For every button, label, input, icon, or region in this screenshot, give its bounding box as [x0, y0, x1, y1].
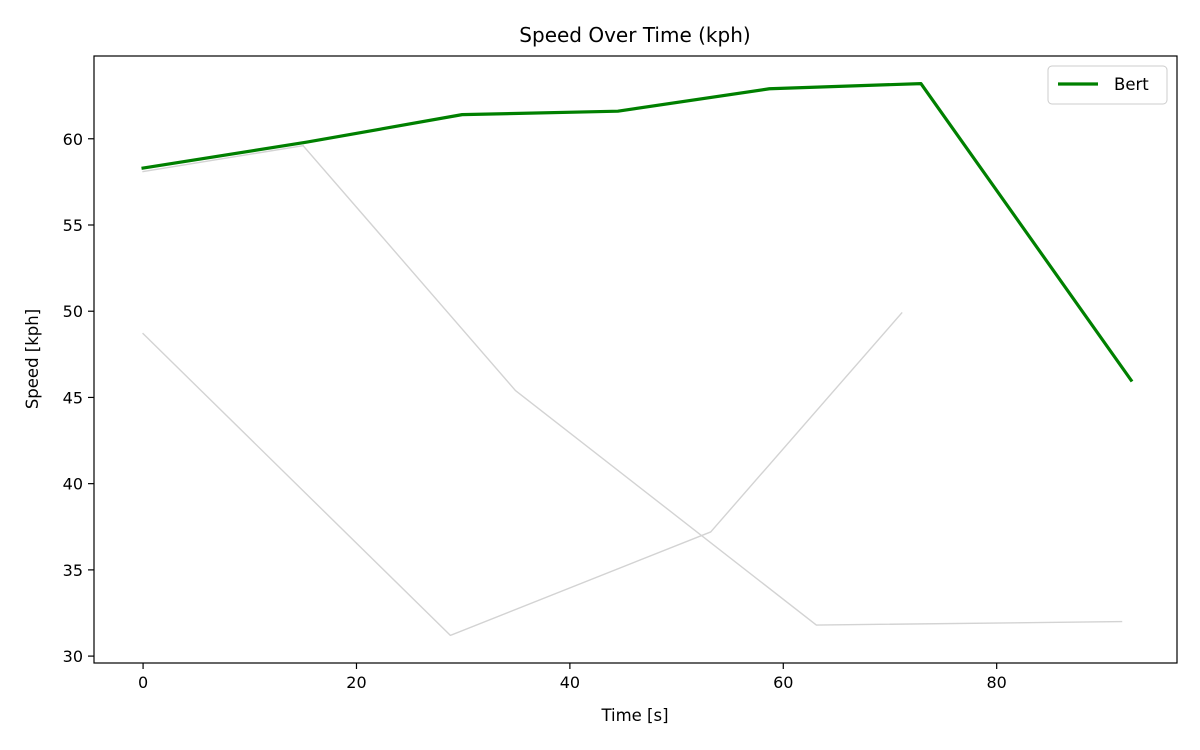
y-tick-label: 50 [63, 302, 83, 321]
y-tick-label: 55 [63, 216, 83, 235]
series-line-background-3 [142, 311, 903, 637]
plot-area-frame [93, 55, 1178, 664]
y-axis-label: Speed [kph] [23, 309, 42, 409]
y-tick-label: 45 [63, 388, 83, 407]
y-tick-label: 60 [63, 130, 83, 149]
y-tick-label: 30 [63, 647, 83, 666]
legend-box [1047, 65, 1168, 105]
series-line-bert [141, 81, 1134, 383]
legend-label: Bert [1114, 75, 1149, 94]
chart-title: Speed Over Time (kph) [519, 23, 750, 47]
series-line-background-1 [142, 144, 304, 173]
legend: Bert [1047, 65, 1168, 105]
y-axis-ticks: 30 35 40 45 50 55 60 [63, 130, 94, 666]
series-line-background-2 [302, 144, 1123, 626]
series-layer [141, 81, 1134, 637]
x-axis-ticks: 0 20 40 60 80 [138, 663, 1007, 692]
x-axis-label: Time [s] [600, 706, 668, 725]
x-tick-label: 80 [986, 673, 1006, 692]
x-tick-label: 40 [560, 673, 580, 692]
x-tick-label: 20 [346, 673, 366, 692]
y-tick-label: 40 [63, 475, 83, 494]
x-tick-label: 0 [138, 673, 148, 692]
y-tick-label: 35 [63, 561, 83, 580]
x-tick-label: 60 [773, 673, 793, 692]
